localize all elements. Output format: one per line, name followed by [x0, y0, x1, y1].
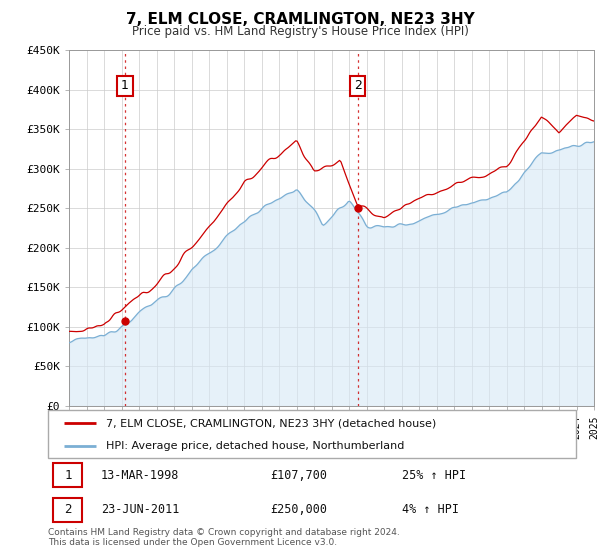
- Text: £250,000: £250,000: [270, 503, 327, 516]
- Text: HPI: Average price, detached house, Northumberland: HPI: Average price, detached house, Nort…: [106, 441, 404, 451]
- FancyBboxPatch shape: [48, 410, 576, 458]
- Text: 2: 2: [354, 80, 362, 92]
- Text: 25% ↑ HPI: 25% ↑ HPI: [402, 469, 466, 482]
- Text: 4% ↑ HPI: 4% ↑ HPI: [402, 503, 459, 516]
- Text: 2: 2: [64, 503, 71, 516]
- Text: 1: 1: [121, 80, 129, 92]
- Text: 23-JUN-2011: 23-JUN-2011: [101, 503, 179, 516]
- Text: £107,700: £107,700: [270, 469, 327, 482]
- FancyBboxPatch shape: [53, 498, 82, 522]
- Text: 1: 1: [64, 469, 71, 482]
- Text: 7, ELM CLOSE, CRAMLINGTON, NE23 3HY (detached house): 7, ELM CLOSE, CRAMLINGTON, NE23 3HY (det…: [106, 418, 436, 428]
- Text: 7, ELM CLOSE, CRAMLINGTON, NE23 3HY: 7, ELM CLOSE, CRAMLINGTON, NE23 3HY: [125, 12, 475, 27]
- FancyBboxPatch shape: [53, 463, 82, 487]
- Text: Contains HM Land Registry data © Crown copyright and database right 2024.
This d: Contains HM Land Registry data © Crown c…: [48, 528, 400, 547]
- Text: Price paid vs. HM Land Registry's House Price Index (HPI): Price paid vs. HM Land Registry's House …: [131, 25, 469, 38]
- Text: 13-MAR-1998: 13-MAR-1998: [101, 469, 179, 482]
